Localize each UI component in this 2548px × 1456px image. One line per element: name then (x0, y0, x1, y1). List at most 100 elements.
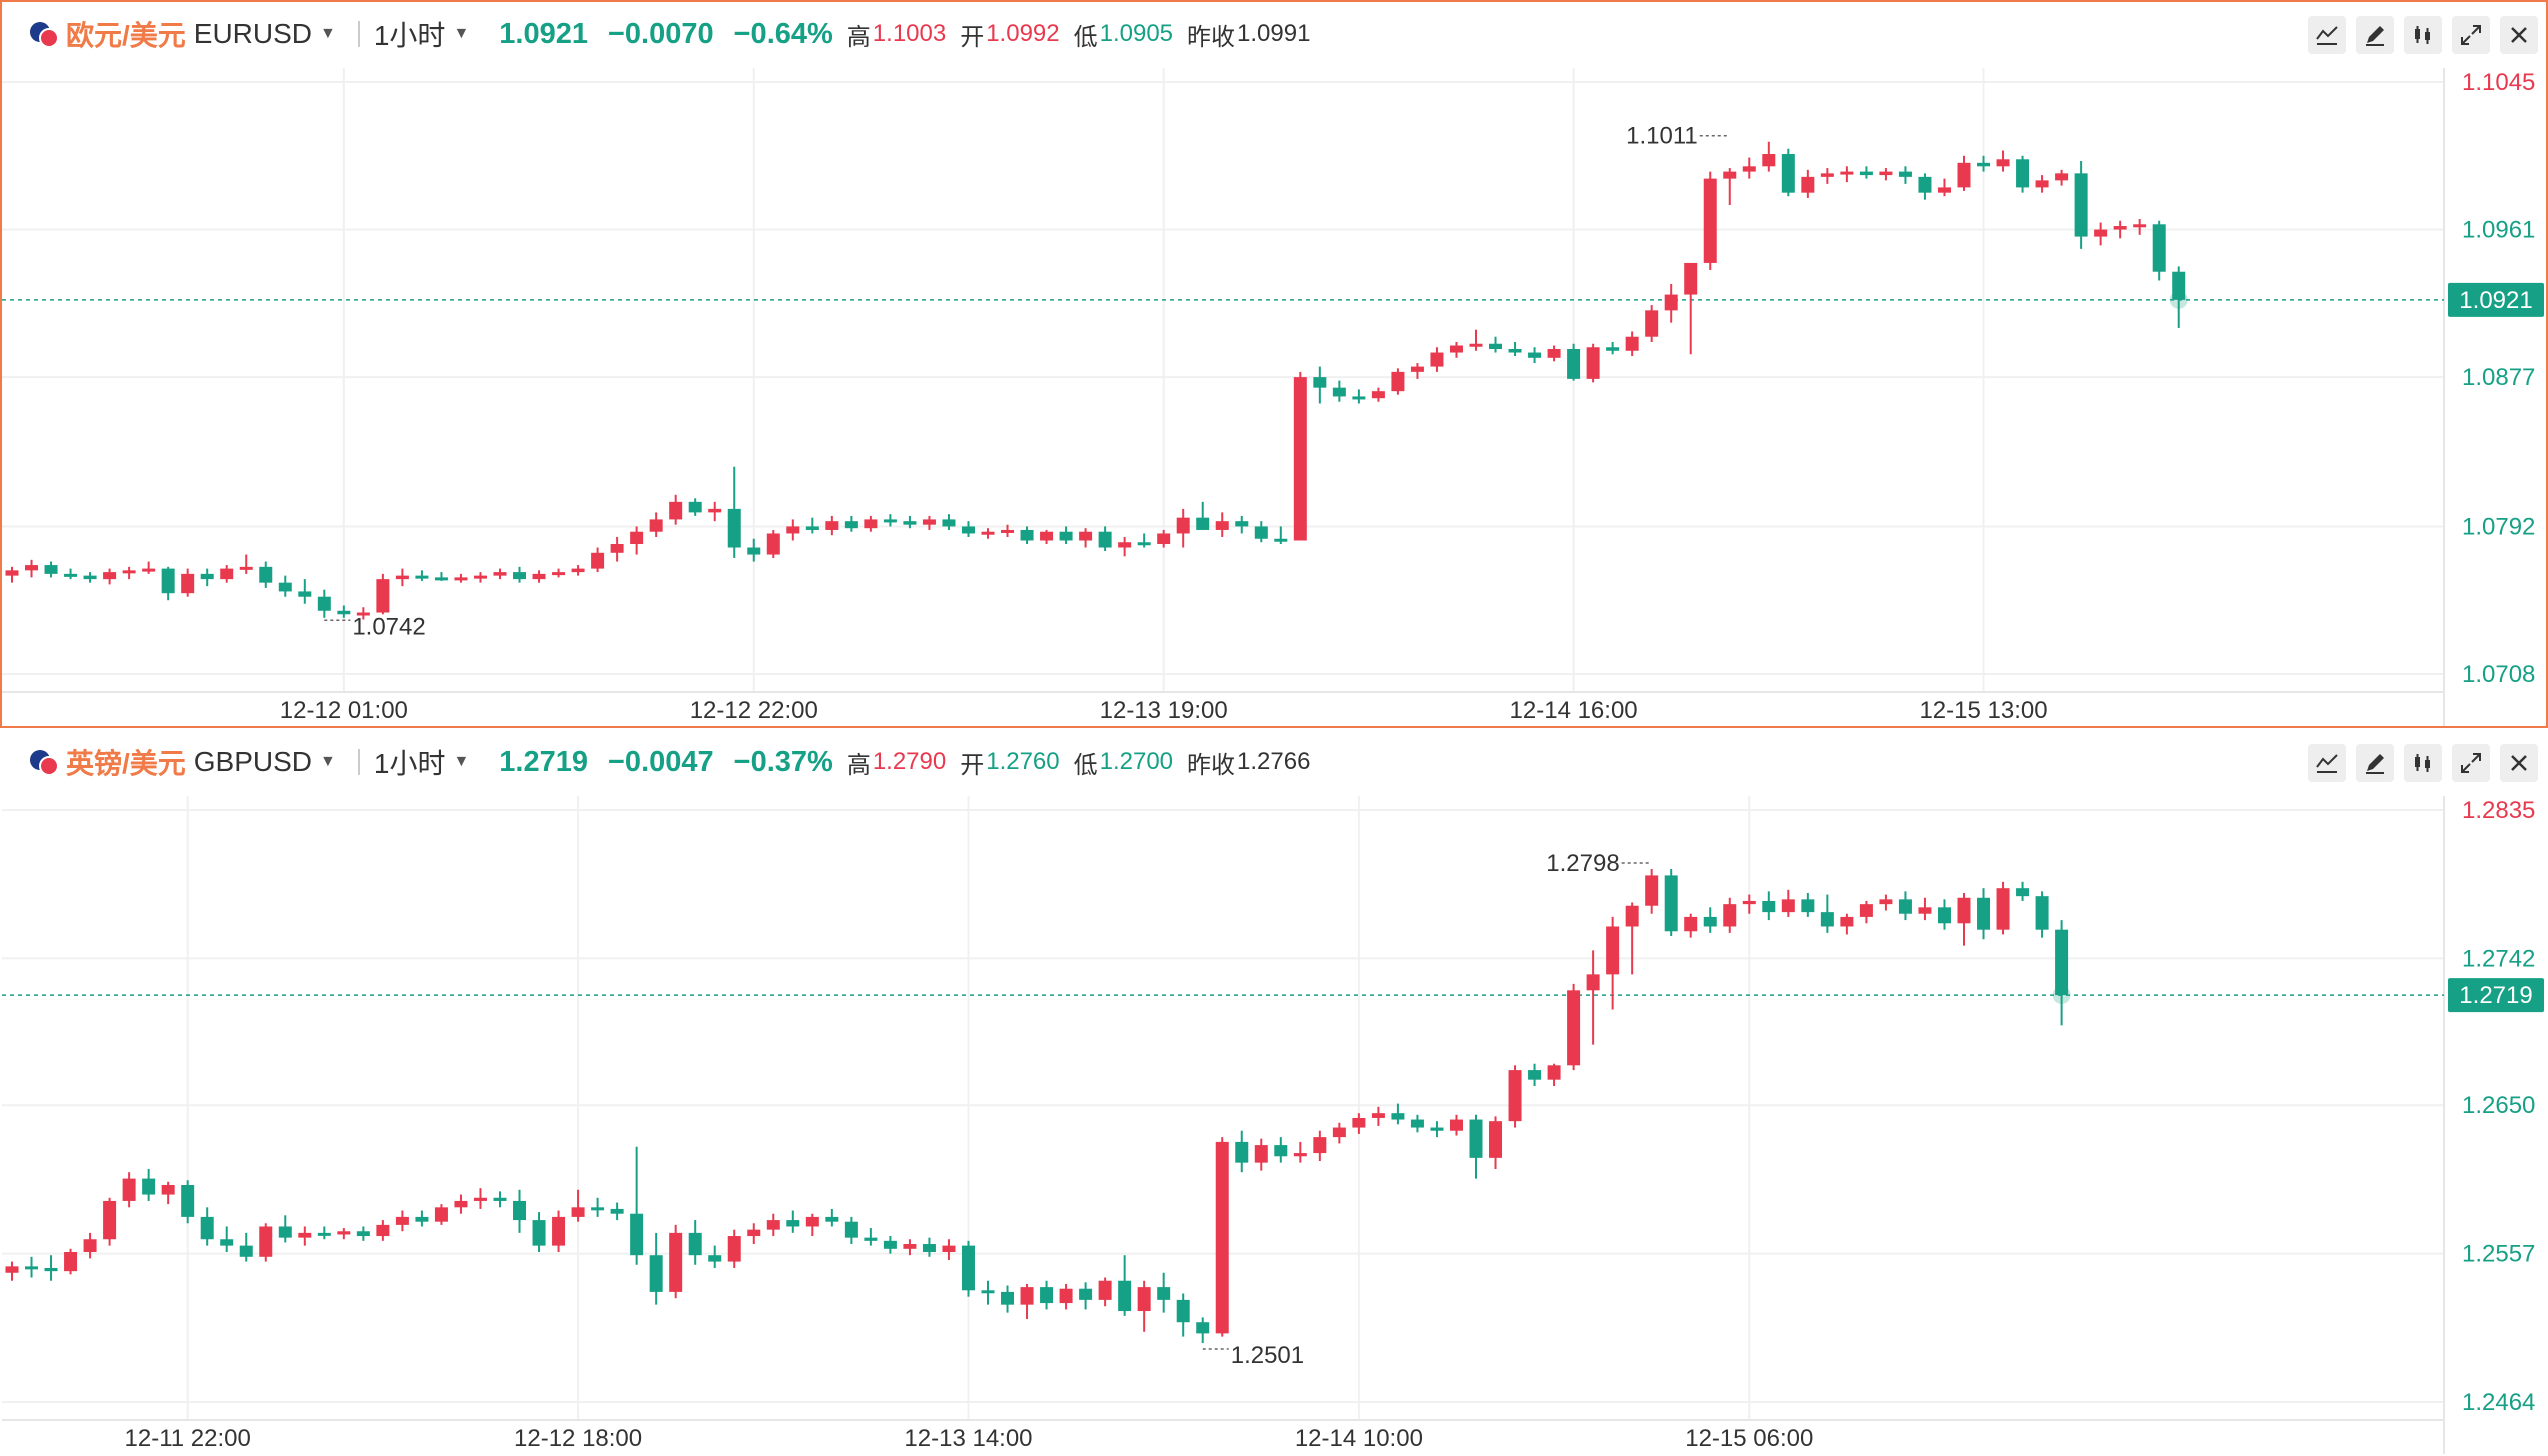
candle-body (1001, 1291, 1015, 1305)
draw-button[interactable] (2356, 16, 2394, 54)
chevron-down-icon[interactable]: ▼ (320, 753, 336, 770)
interval-selector[interactable]: 1小时 (373, 20, 446, 51)
candle-body (844, 1221, 858, 1238)
candle-body (434, 1207, 448, 1222)
chevron-down-icon[interactable]: ▼ (453, 753, 470, 770)
candle-body (1547, 349, 1561, 358)
candle-body (571, 1207, 585, 1217)
candle-body (1254, 526, 1268, 539)
candle-body (1430, 1127, 1444, 1131)
chevron-down-icon[interactable]: ▼ (320, 25, 336, 42)
close-button[interactable] (2500, 16, 2538, 54)
candle-body (513, 1200, 527, 1221)
candle-body (2055, 173, 2069, 181)
pair-name-cn[interactable]: 英镑/美元 (66, 748, 186, 779)
candle-body (1625, 336, 1639, 351)
candlestick-chart[interactable]: 1.1045 1.0961 1.0877 1.0792 1.0708 12-12 01:0… (2, 2, 2546, 726)
y-tick-label: 1.2650 (2462, 1092, 2535, 1119)
candle-body (688, 1232, 702, 1256)
chart-panel-eurusd[interactable]: 欧元/美元 EURUSD ▼ 1小时 ▼ 1.0921 −0.0070 −0.6… (0, 0, 2548, 728)
y-tick-label: 1.0961 (2462, 217, 2535, 244)
chart-type-icon (2415, 26, 2430, 44)
current-price-tag (2448, 978, 2544, 1013)
candle-body (903, 521, 917, 525)
candle-body (25, 1266, 39, 1270)
candle-body (1859, 171, 1873, 176)
candle-body (1196, 1322, 1210, 1334)
panel-header: 欧元/美元 EURUSD ▼ 1小时 ▼ 1.0921 −0.0070 −0.6… (2, 2, 2546, 66)
candle-body (5, 570, 19, 576)
candle-body (1040, 531, 1054, 541)
candle-body (356, 1231, 370, 1237)
max-price-label: 1.1011 (1626, 123, 1698, 150)
interval-selector[interactable]: 1小时 (373, 748, 446, 779)
candle-body (981, 1290, 995, 1294)
divider (357, 21, 360, 47)
candle-body (649, 1255, 663, 1292)
x-tick-label: 12-13 14:00 (904, 1425, 1032, 1452)
x-tick-label: 12-13 19:00 (1100, 697, 1228, 724)
indicator-button[interactable] (2308, 744, 2346, 782)
draw-button[interactable] (2356, 744, 2394, 782)
candle-body (1723, 171, 1737, 179)
candle-body (2055, 929, 2069, 996)
candle-body (64, 573, 78, 577)
chevron-down-icon[interactable]: ▼ (453, 25, 470, 42)
candle-body (825, 1216, 839, 1222)
high-label: 高 (846, 23, 871, 51)
candle-body (1137, 542, 1151, 546)
candle-body (1606, 347, 1620, 351)
candle-body (1176, 517, 1190, 534)
candle-body (649, 519, 663, 532)
x-tick-label: 12-11 22:00 (125, 1425, 251, 1452)
pair-symbol[interactable]: GBPUSD (193, 746, 313, 777)
candle-body (64, 1252, 78, 1272)
candle-body (727, 1236, 741, 1262)
chart-panel-gbpusd[interactable]: 英镑/美元 GBPUSD ▼ 1小时 ▼ 1.2719 −0.0047 −0.3… (0, 728, 2548, 1456)
candle-body (239, 566, 253, 570)
candle-body (2016, 888, 2030, 897)
candle-body (395, 1216, 409, 1225)
candlestick-chart[interactable]: 1.2835 1.2742 1.2650 1.2557 1.2464 12-11 22:0… (2, 730, 2546, 1454)
candle-body (1703, 916, 1717, 927)
chart-type-icon (2415, 754, 2430, 772)
candle-body (591, 1207, 605, 1211)
candle-body (434, 577, 448, 581)
last-price-dot (2052, 986, 2071, 1005)
expand-icon (2461, 753, 2481, 773)
candle-body (493, 572, 507, 576)
last-price: 1.0921 (499, 17, 588, 50)
high-value: 1.1003 (872, 20, 947, 47)
close-button[interactable] (2500, 744, 2538, 782)
candle-body (1547, 1065, 1561, 1080)
candle-body (1489, 1121, 1503, 1158)
candle-body (2074, 173, 2088, 237)
candle-body (786, 1220, 800, 1227)
candle-body (415, 575, 429, 579)
candle-body (1586, 974, 1600, 991)
pair-symbol[interactable]: EURUSD (193, 18, 313, 49)
chart-type-button[interactable] (2404, 744, 2442, 782)
candle-body (2035, 180, 2049, 188)
candle-body (1840, 171, 1854, 175)
candle-body (961, 526, 975, 534)
chart-type-button[interactable] (2404, 16, 2442, 54)
indicator-button[interactable] (2308, 16, 2346, 54)
expand-icon (2461, 25, 2481, 45)
divider (357, 749, 360, 775)
panel-header: 英镑/美元 GBPUSD ▼ 1小时 ▼ 1.2719 −0.0047 −0.3… (2, 730, 2546, 794)
y-tick-label: 1.0792 (2462, 513, 2535, 540)
candle-body (1313, 1137, 1327, 1154)
candle-body (844, 521, 858, 529)
candle-body (1996, 888, 2010, 930)
candle-body (805, 526, 819, 530)
candle-body (1625, 905, 1639, 927)
candle-body (1079, 1288, 1093, 1300)
candle-body (454, 1200, 468, 1208)
panel-toolbar (2308, 16, 2538, 54)
expand-button[interactable] (2452, 16, 2490, 54)
eu-us-flag-icon (30, 20, 59, 48)
candle-body (532, 573, 546, 580)
expand-button[interactable] (2452, 744, 2490, 782)
pair-name-cn[interactable]: 欧元/美元 (66, 20, 186, 51)
